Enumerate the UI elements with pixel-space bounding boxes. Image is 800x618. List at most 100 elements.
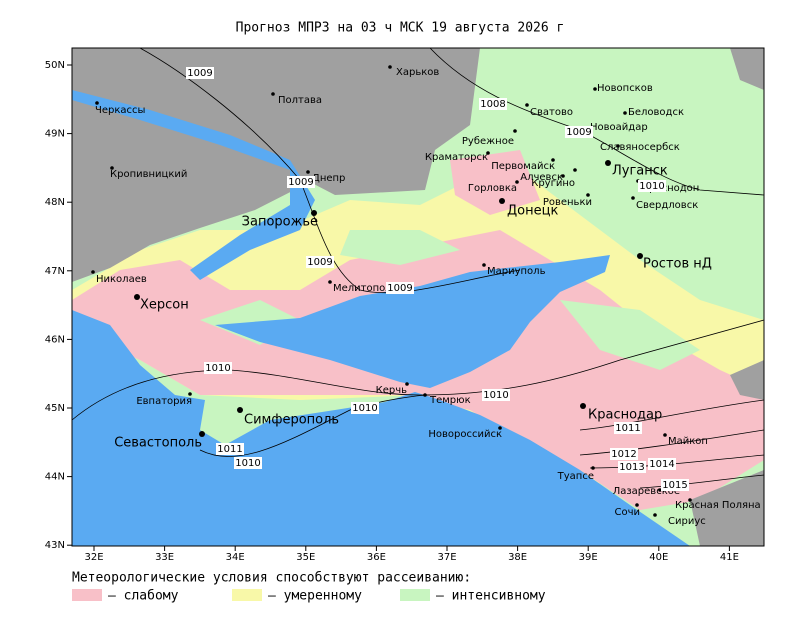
lon-tick-label: 38E [508, 552, 527, 563]
isobar-label: 1009 [187, 68, 212, 79]
legend-caption: Метеорологические условия способствуют р… [72, 571, 471, 586]
city-dot [328, 280, 332, 284]
isobar-label-box [234, 457, 262, 469]
outside-area [690, 470, 764, 546]
isobar-label-box [306, 256, 334, 268]
city-label: Красная Поляна [675, 500, 761, 511]
zone-weak [450, 150, 540, 215]
city-label: Мелитополь [333, 283, 398, 294]
isobar-label: 1010 [352, 403, 377, 414]
isobar-label: 1014 [649, 459, 674, 470]
city-label: Полтава [278, 95, 322, 106]
city-dot [631, 196, 635, 200]
city-label: Первомайск [491, 161, 555, 172]
city-dot [271, 92, 275, 96]
city-dot [237, 407, 243, 413]
isobar-label-box [618, 461, 646, 473]
legend-item: — умеренному [268, 589, 362, 604]
city-label: Горловка [468, 183, 517, 194]
lat-tick-label: 43N [45, 540, 65, 551]
city-label: Черкассы [95, 105, 145, 116]
lon-tick-label: 39E [579, 552, 598, 563]
legend-item: — интенсивному [436, 589, 546, 604]
city-dot [580, 403, 586, 409]
city-label: Краснодар [588, 408, 662, 423]
city-dot [525, 103, 529, 107]
city-dot [95, 101, 99, 105]
city-label: Днепр [312, 173, 345, 184]
city-label: Туапсе [557, 471, 594, 482]
dnieper [72, 90, 315, 280]
city-label: Керчь [376, 385, 408, 396]
axes: 50N 49N 48N 47N 46N 45N 44N 43N 32E 33E 34E 35E 36E 3… [45, 60, 739, 563]
legend-item: — слабому [108, 589, 179, 604]
lat-tick-label: 45N [45, 403, 65, 414]
isobar-label-box [638, 180, 666, 192]
map-area: Харьков Полтава Черкассы Кропивницкий Днепр З… [72, 48, 764, 546]
city-label: Сочи [614, 507, 640, 518]
city-dot [486, 151, 490, 155]
isobar-label: 1015 [662, 480, 687, 491]
city-label: Майкоп [668, 436, 708, 447]
city-label: Новоайдар [590, 122, 648, 133]
city-dot [306, 170, 310, 174]
city-label: Ростов нД [643, 257, 712, 272]
black-sea [72, 310, 690, 546]
legend-swatch [72, 589, 102, 601]
city-dot [658, 488, 662, 492]
isobar-label: 1009 [387, 283, 412, 294]
lat-tick-label: 44N [45, 472, 65, 483]
lon-tick-label: 33E [155, 552, 174, 563]
isobar-label: 1011 [217, 444, 242, 455]
legend-swatch [232, 589, 262, 601]
lat-tick-label: 50N [45, 60, 65, 71]
legend-swatch [400, 589, 430, 601]
lon-tick-label: 32E [84, 552, 103, 563]
isobar-label-box [479, 98, 507, 110]
city-label: Запорожье [242, 215, 318, 230]
lon-tick-label: 36E [367, 552, 386, 563]
isobar-label: 1013 [619, 462, 644, 473]
isobar-label-box [186, 67, 214, 79]
city-label: Луганск [612, 164, 668, 179]
lat-tick-label: 48N [45, 197, 65, 208]
city-label: Краснодон [642, 183, 699, 194]
city-label: Кругино [531, 178, 575, 189]
zone-intensive [560, 300, 700, 370]
city-dot [688, 498, 692, 502]
isobar-label: 1012 [611, 449, 636, 460]
isobar-label-box [661, 479, 689, 491]
city-dot [91, 270, 95, 274]
city-label: Сватово [530, 107, 573, 118]
city-label: Беловодск [628, 107, 684, 118]
isobar-label-box [204, 362, 232, 374]
city-label: Кропивницкий [110, 169, 187, 180]
city-dot [573, 168, 577, 172]
city-dot [405, 382, 409, 386]
lon-tick-label: 37E [437, 552, 456, 563]
city-dot [593, 87, 597, 91]
isobar-label-box [216, 443, 244, 455]
city-label: Краматорск [425, 152, 488, 163]
isobar-label: 1010 [205, 363, 230, 374]
city-label: Евпатория [136, 396, 192, 407]
city-dot [423, 393, 427, 397]
city-label: Николаев [96, 274, 147, 285]
city-dot [515, 180, 519, 184]
sea-of-azov [215, 255, 610, 388]
city-dot [134, 294, 140, 300]
city-label: Харьков [396, 67, 439, 78]
lat-tick-label: 47N [45, 266, 65, 277]
city-label: Алчевск [520, 172, 563, 183]
lat-tick-label: 46N [45, 334, 65, 345]
city-dot [551, 158, 555, 162]
isobar-label-box [482, 389, 510, 401]
isobar-label-box [648, 458, 676, 470]
lon-tick-label: 41E [720, 552, 739, 563]
isobar-label-box [565, 126, 593, 138]
city-label: Ровеньки [543, 197, 592, 208]
city-dot [586, 193, 590, 197]
isobar-label: 1010 [235, 458, 260, 469]
city-dot [499, 198, 505, 204]
